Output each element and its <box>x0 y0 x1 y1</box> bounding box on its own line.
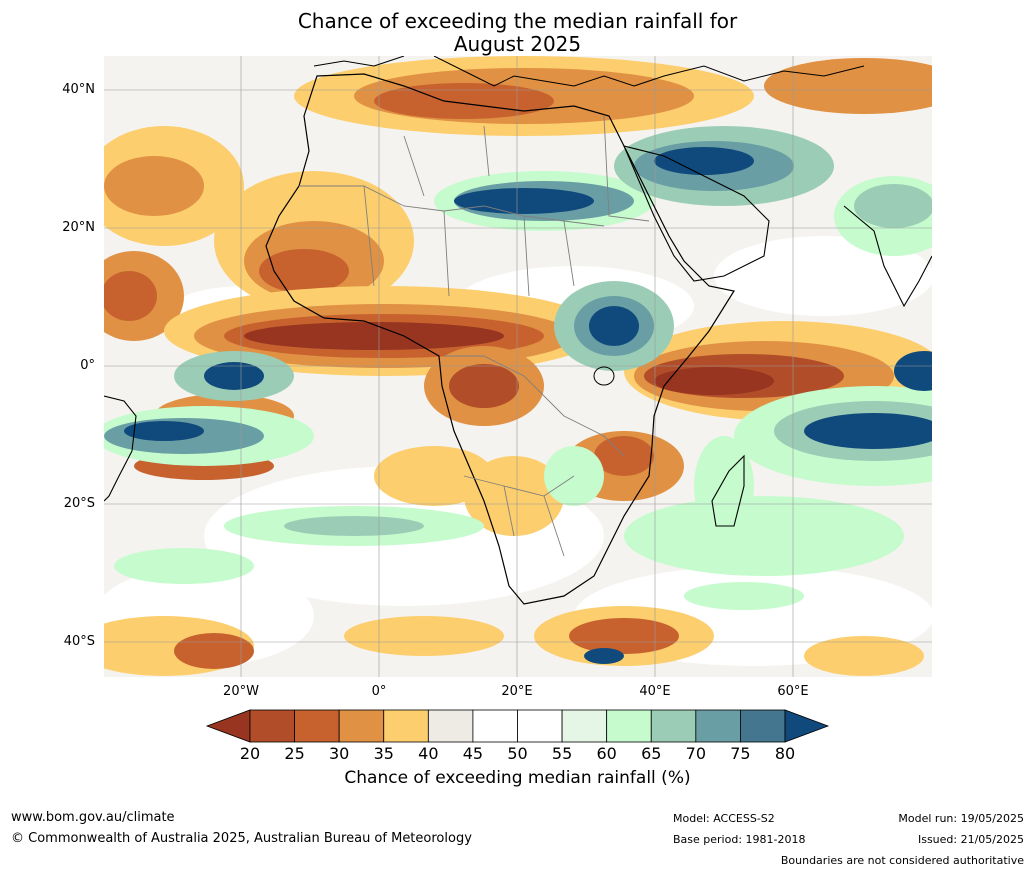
arabia-coastline <box>623 145 770 282</box>
base-period: Base period: 1981-2018 <box>673 833 806 846</box>
lon-tick-label: 0° <box>371 684 387 699</box>
colorbar-tick-label: 45 <box>462 744 484 763</box>
colorbar-segment <box>427 709 474 743</box>
colorbar-tick-label: 60 <box>596 744 617 763</box>
model-name: Model: ACCESS-S2 <box>673 812 775 825</box>
madagascar-coastline <box>711 454 745 527</box>
title-line-1: Chance of exceeding the median rainfall … <box>297 9 738 33</box>
colorbar-tick-label: 20 <box>239 744 261 763</box>
lat-tick-label: 40°S <box>63 634 95 649</box>
colorbar-tick-label: 70 <box>685 744 706 763</box>
issued-date: Issued: 21/05/2025 <box>917 833 1024 846</box>
lon-tick-label: 20°W <box>223 684 259 699</box>
colorbar-segment <box>472 709 518 743</box>
colorbar-segment <box>383 709 429 743</box>
colorbar-segment <box>294 709 340 743</box>
colorbar-segment <box>338 709 385 743</box>
lake-victoria <box>593 366 615 386</box>
map-title: Chance of exceeding the median rainfall … <box>0 10 1035 56</box>
colorbar-tick-label: 65 <box>641 744 662 763</box>
colorbar-tick-label: 30 <box>328 744 350 763</box>
wet-anomaly-regions <box>104 126 932 664</box>
colorbar-tick-label: 40 <box>418 744 439 763</box>
lon-tick-label: 60°E <box>777 684 809 699</box>
colorbar-segment <box>249 709 295 743</box>
colorbar-title: Chance of exceeding median rainfall (%) <box>344 768 691 788</box>
lat-tick-label: 40°N <box>62 82 95 97</box>
rainfall-map-svg <box>104 56 932 677</box>
colorbar-tick-label: 80 <box>774 744 796 763</box>
lat-tick-label: 20°S <box>63 496 95 511</box>
boundaries-disclaimer: Boundaries are not considered authoritat… <box>780 854 1024 867</box>
model-run: Model run: 19/05/2025 <box>898 812 1024 825</box>
africa-coastline <box>265 73 735 605</box>
europe-coastline <box>313 56 865 87</box>
lat-tick-label: 0° <box>80 358 95 373</box>
south-america-coastline <box>104 395 137 502</box>
colorbar-arrow-low <box>205 709 251 743</box>
colorbar-segment <box>650 709 697 743</box>
colorbar-arrow-high <box>784 709 830 743</box>
lon-tick-label: 20°E <box>501 684 533 699</box>
colorbar <box>205 709 830 743</box>
colorbar-segment <box>517 709 563 743</box>
lat-tick-label: 20°N <box>62 220 95 235</box>
country-borders <box>299 115 650 557</box>
colorbar-tick-label: 25 <box>284 744 305 763</box>
map-gridlines <box>104 56 932 677</box>
colorbar-segment <box>561 709 608 743</box>
colorbar-tick-label: 55 <box>551 744 573 763</box>
colorbar-segment <box>606 709 652 743</box>
rainfall-map <box>104 56 932 677</box>
title-line-2: August 2025 <box>453 32 582 56</box>
colorbar-segment <box>740 709 786 743</box>
colorbar-tick-label: 50 <box>507 744 528 763</box>
copyright-text: © Commonwealth of Australia 2025, Austra… <box>11 831 472 846</box>
colorbar-tick-label: 75 <box>730 744 751 763</box>
lon-tick-label: 40°E <box>639 684 671 699</box>
colorbar-tick-label: 35 <box>373 744 394 763</box>
india-coastline <box>843 205 932 308</box>
website-link[interactable]: www.bom.gov.au/climate <box>11 810 175 825</box>
colorbar-segment <box>695 709 741 743</box>
